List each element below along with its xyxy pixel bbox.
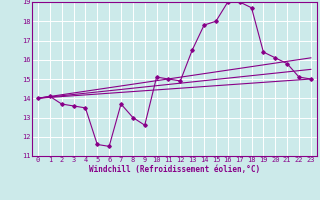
X-axis label: Windchill (Refroidissement éolien,°C): Windchill (Refroidissement éolien,°C) — [89, 165, 260, 174]
